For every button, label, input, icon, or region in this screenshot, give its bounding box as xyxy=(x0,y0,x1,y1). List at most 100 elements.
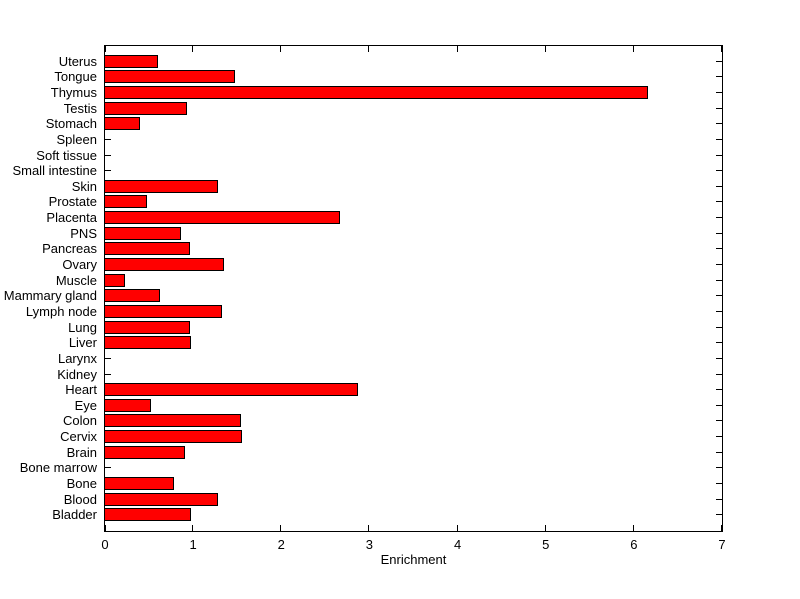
ytick-label: Placenta xyxy=(46,210,97,226)
xtick-label: 2 xyxy=(277,537,285,552)
ytick-label: Pancreas xyxy=(42,241,97,257)
tick-mark xyxy=(716,452,722,453)
tick-mark xyxy=(105,155,111,156)
xtick-label: 5 xyxy=(542,537,550,552)
tick-mark xyxy=(716,358,722,359)
tick-mark xyxy=(716,76,722,77)
tick-mark xyxy=(716,123,722,124)
ytick-label: Skin xyxy=(71,178,97,194)
bar-heart xyxy=(104,383,359,396)
tick-mark xyxy=(633,46,634,52)
tick-mark xyxy=(545,525,546,531)
tick-mark xyxy=(716,374,722,375)
xtick-label: 4 xyxy=(453,537,462,552)
bar-ovary xyxy=(104,258,225,271)
tick-mark xyxy=(716,139,722,140)
tick-mark xyxy=(716,217,722,218)
tick-mark xyxy=(105,139,111,140)
tick-mark xyxy=(105,467,111,468)
tick-mark xyxy=(716,311,722,312)
ytick-label: Ovary xyxy=(62,257,97,273)
xtick-label: 0 xyxy=(101,537,109,552)
tick-mark xyxy=(716,499,722,500)
ytick-label: Thymus xyxy=(50,84,97,100)
tick-mark xyxy=(716,233,722,234)
bar-thymus xyxy=(104,86,649,99)
tick-mark xyxy=(280,46,281,52)
bar-blood xyxy=(104,493,218,506)
tick-mark xyxy=(105,525,106,531)
bar-cervix xyxy=(104,430,242,443)
bar-eye xyxy=(104,399,151,412)
bar-colon xyxy=(104,414,241,427)
tick-mark xyxy=(716,108,722,109)
tick-mark xyxy=(716,264,722,265)
ytick-label: Bone xyxy=(66,476,97,492)
tick-mark xyxy=(633,525,634,531)
ytick-label: Uterus xyxy=(58,53,97,69)
tick-mark xyxy=(280,525,281,531)
bar-liver xyxy=(104,336,192,349)
plot-area xyxy=(104,45,723,532)
ytick-label: Tongue xyxy=(54,69,97,85)
ytick-label: Mammary gland xyxy=(3,288,97,304)
bar-testis xyxy=(104,102,188,115)
bar-lymph-node xyxy=(104,305,223,318)
ytick-label: Stomach xyxy=(45,116,97,132)
ytick-label: Kidney xyxy=(57,366,97,382)
tick-mark xyxy=(716,186,722,187)
bar-uterus xyxy=(104,55,158,68)
tick-mark xyxy=(105,374,111,375)
ytick-label: Bone marrow xyxy=(19,460,97,476)
ytick-label: Testis xyxy=(63,100,97,116)
tick-mark xyxy=(105,46,106,52)
ytick-label: Liver xyxy=(68,335,97,351)
bar-muscle xyxy=(104,274,125,287)
ytick-label: Bladder xyxy=(52,507,97,523)
ytick-label: Larynx xyxy=(57,350,97,366)
xtick-label: 1 xyxy=(189,537,197,552)
tick-mark xyxy=(721,46,722,52)
bar-mammary-gland xyxy=(104,289,160,302)
tick-mark xyxy=(545,46,546,52)
ytick-label: Cervix xyxy=(60,429,97,445)
ytick-label: Lung xyxy=(68,319,97,335)
bar-tongue xyxy=(104,70,235,83)
x-axis-title: Enrichment xyxy=(380,552,447,567)
tick-mark xyxy=(716,170,722,171)
bar-pns xyxy=(104,227,181,240)
tick-mark xyxy=(716,420,722,421)
xtick-label: 6 xyxy=(630,537,638,552)
ytick-label: Small intestine xyxy=(12,163,97,179)
ytick-label: Prostate xyxy=(48,194,97,210)
tick-mark xyxy=(716,248,722,249)
tick-mark xyxy=(716,61,722,62)
tick-mark xyxy=(716,92,722,93)
bar-pancreas xyxy=(104,242,190,255)
bar-skin xyxy=(104,180,218,193)
tick-mark xyxy=(716,201,722,202)
xtick-label: 7 xyxy=(718,537,726,552)
tick-mark xyxy=(368,46,369,52)
tick-mark xyxy=(716,436,722,437)
ytick-label: Lymph node xyxy=(25,303,97,319)
tick-mark xyxy=(105,170,111,171)
tick-mark xyxy=(457,46,458,52)
ytick-label: Spleen xyxy=(56,131,97,147)
tick-mark xyxy=(716,280,722,281)
tick-mark xyxy=(721,525,722,531)
tick-mark xyxy=(716,483,722,484)
bar-stomach xyxy=(104,117,141,130)
bar-bladder xyxy=(104,508,191,521)
bar-bone xyxy=(104,477,174,490)
bar-placenta xyxy=(104,211,341,224)
bar-lung xyxy=(104,321,190,334)
bar-brain xyxy=(104,446,186,459)
tick-mark xyxy=(716,155,722,156)
ytick-label: Heart xyxy=(65,382,97,398)
tick-mark xyxy=(716,342,722,343)
tick-mark xyxy=(716,389,722,390)
bar-prostate xyxy=(104,195,148,208)
ytick-label: Blood xyxy=(63,491,97,507)
tick-mark xyxy=(716,327,722,328)
